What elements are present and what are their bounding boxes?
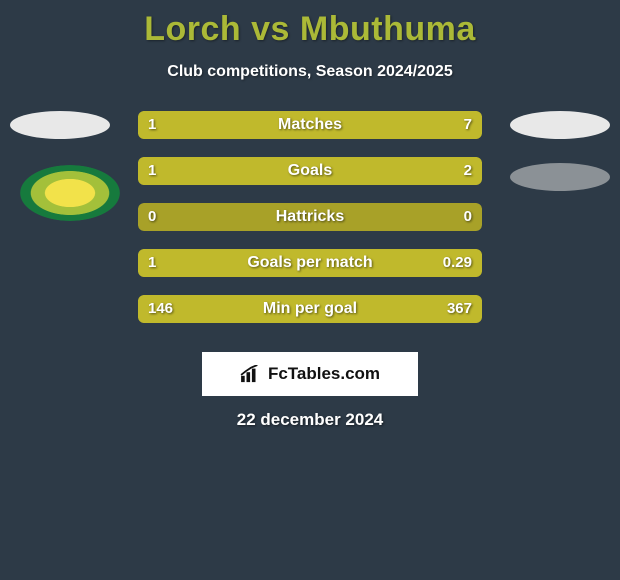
- stat-right-value: 2: [454, 157, 482, 185]
- brand-icon: [240, 365, 262, 383]
- team-left-badge-2: [20, 165, 120, 221]
- team-right-badge-2: [510, 163, 610, 191]
- stat-label: Goals: [138, 157, 482, 185]
- brand-text: FcTables.com: [268, 364, 380, 384]
- date-label: 22 december 2024: [0, 410, 620, 430]
- stat-label: Hattricks: [138, 203, 482, 231]
- stat-left-value: 1: [138, 249, 166, 277]
- stat-right-value: 367: [437, 295, 482, 323]
- page-title: Lorch vs Mbuthuma: [0, 0, 620, 49]
- stat-bar: 1 7Matches: [138, 111, 482, 139]
- brand-box[interactable]: FcTables.com: [202, 352, 418, 396]
- stat-right-value: 7: [454, 111, 482, 139]
- stat-left-value: 1: [138, 111, 166, 139]
- bars-container: 17Matches12Goals00Hattricks10.29Goals pe…: [138, 111, 482, 341]
- stat-bar: 146 367Min per goal: [138, 295, 482, 323]
- stat-bar: 1 2Goals: [138, 157, 482, 185]
- stat-label: Goals per match: [138, 249, 482, 277]
- team-left-badge-1: [10, 111, 110, 139]
- stat-label: Min per goal: [138, 295, 482, 323]
- stat-left-value: 146: [138, 295, 183, 323]
- stat-label: Matches: [138, 111, 482, 139]
- stat-left-value: 0: [138, 203, 166, 231]
- team-right-badge-1: [510, 111, 610, 139]
- page-subtitle: Club competitions, Season 2024/2025: [0, 63, 620, 81]
- stat-bar: 1 0.29Goals per match: [138, 249, 482, 277]
- stat-right-value: 0: [454, 203, 482, 231]
- stat-left-value: 1: [138, 157, 166, 185]
- stat-bar: 0 0Hattricks: [138, 203, 482, 231]
- stat-right-value: 0.29: [433, 249, 482, 277]
